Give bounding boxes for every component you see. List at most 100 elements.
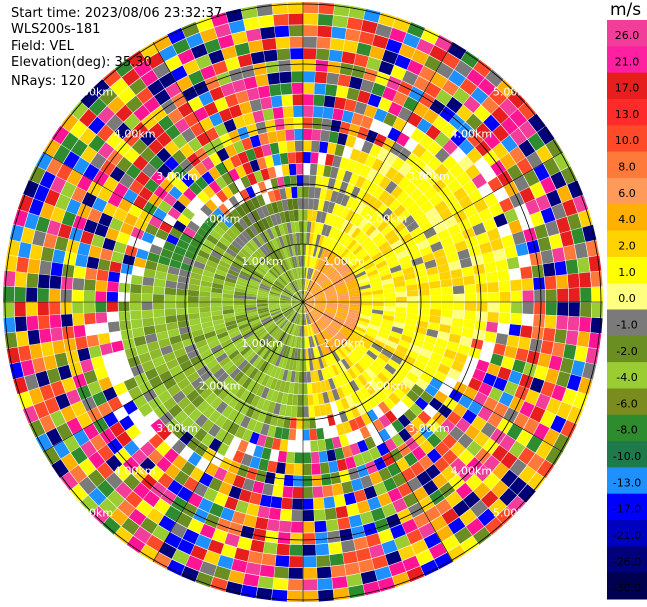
range-gate-cell bbox=[380, 367, 393, 380]
range-gate-cell bbox=[275, 37, 290, 49]
range-gate-cell bbox=[131, 121, 149, 139]
range-gate-cell bbox=[136, 87, 154, 104]
range-gate-cell bbox=[368, 247, 381, 258]
range-gate-cell bbox=[270, 267, 280, 278]
range-gate-cell bbox=[303, 244, 306, 256]
range-gate-cell bbox=[349, 304, 361, 308]
range-gate-cell bbox=[298, 337, 302, 349]
range-gate-cell bbox=[350, 261, 362, 271]
range-gate-cell bbox=[316, 274, 325, 284]
range-gate-cell bbox=[346, 316, 358, 323]
range-gate-cell bbox=[303, 302, 306, 314]
range-gate-cell bbox=[176, 295, 188, 302]
range-gate-cell bbox=[298, 371, 303, 383]
range-gate-cell bbox=[287, 311, 296, 320]
range-gate-cell bbox=[367, 496, 382, 511]
range-gate-cell bbox=[60, 181, 77, 199]
range-gate-cell bbox=[187, 167, 201, 182]
range-gate-cell bbox=[566, 374, 582, 392]
range-gate-cell bbox=[95, 312, 108, 324]
range-gate-cell bbox=[241, 230, 252, 242]
range-gate-cell bbox=[384, 302, 396, 307]
range-gate-cell bbox=[235, 90, 250, 104]
range-gate-cell bbox=[304, 314, 307, 325]
range-gate-cell bbox=[314, 222, 320, 234]
range-gate-cell bbox=[426, 266, 439, 276]
range-gate-cell bbox=[240, 202, 251, 215]
range-gate-cell bbox=[261, 38, 277, 51]
range-gate-cell bbox=[319, 260, 327, 272]
range-gate-cell bbox=[522, 302, 534, 315]
range-gate-cell bbox=[70, 101, 89, 120]
range-gate-cell bbox=[257, 505, 271, 519]
azimuth-spoke bbox=[302, 301, 454, 562]
range-gate-cell bbox=[269, 84, 282, 97]
range-gate-cell bbox=[508, 440, 526, 458]
range-gate-cell bbox=[297, 186, 303, 198]
range-gate-cell bbox=[303, 567, 318, 579]
range-gate-cell bbox=[472, 368, 486, 382]
range-gate-cell bbox=[378, 60, 394, 76]
range-gate-cell bbox=[249, 98, 263, 112]
range-gate-cell bbox=[268, 298, 280, 301]
range-gate-cell bbox=[515, 242, 529, 257]
range-gate-cell bbox=[245, 562, 261, 576]
range-gate-cell bbox=[265, 322, 276, 331]
range-gate-cell bbox=[240, 415, 251, 429]
range-gate-cell bbox=[322, 200, 330, 213]
range-gate-cell bbox=[418, 288, 430, 296]
range-gate-cell bbox=[308, 256, 313, 268]
range-gate-cell bbox=[473, 431, 490, 448]
range-gate-cell bbox=[292, 94, 303, 106]
range-gate-cell bbox=[223, 312, 235, 319]
range-gate-cell bbox=[66, 239, 80, 254]
range-gate-cell bbox=[267, 425, 277, 438]
range-gate-cell bbox=[211, 310, 223, 317]
range-gate-cell bbox=[339, 372, 349, 385]
range-gate-cell bbox=[274, 314, 284, 323]
range-gate-cell bbox=[17, 391, 33, 410]
range-gate-cell bbox=[360, 287, 372, 293]
range-gate-cell bbox=[181, 207, 195, 221]
range-gate-cell bbox=[324, 225, 332, 237]
range-gate-cell bbox=[454, 240, 468, 252]
range-gate-cell bbox=[187, 244, 200, 255]
range-gate-cell bbox=[540, 340, 554, 355]
range-gate-cell bbox=[434, 200, 449, 214]
range-gate-cell bbox=[269, 378, 278, 390]
range-gate-cell bbox=[206, 358, 219, 370]
range-gate-cell bbox=[579, 317, 591, 333]
range-gate-cell bbox=[377, 220, 389, 233]
range-gate-cell bbox=[228, 129, 241, 144]
range-gate-cell bbox=[413, 233, 427, 245]
colorbar-swatch bbox=[607, 309, 647, 337]
range-gate-cell bbox=[304, 313, 308, 325]
range-gate-cell bbox=[295, 292, 303, 302]
range-gate-cell bbox=[332, 257, 342, 268]
range-gate-cell bbox=[312, 474, 322, 487]
range-gate-cell bbox=[326, 296, 338, 300]
range-gate-cell bbox=[382, 283, 395, 290]
range-gate-cell bbox=[228, 67, 244, 82]
range-gate-cell bbox=[480, 422, 497, 438]
range-gate-cell bbox=[158, 542, 177, 559]
range-gate-cell bbox=[454, 526, 473, 544]
range-gate-cell bbox=[453, 209, 468, 224]
range-gate-cell bbox=[418, 295, 430, 302]
range-gate-cell bbox=[60, 405, 77, 423]
range-gate-cell bbox=[481, 490, 499, 508]
range-gate-cell bbox=[57, 364, 72, 381]
range-gate-cell bbox=[361, 221, 373, 233]
range-gate-cell bbox=[44, 397, 60, 415]
range-gate-cell bbox=[303, 294, 313, 302]
range-gate-cell bbox=[388, 561, 406, 577]
range-gate-cell bbox=[149, 348, 163, 360]
range-gate-cell bbox=[363, 485, 378, 500]
range-gate-cell bbox=[80, 89, 99, 109]
range-gate-cell bbox=[422, 252, 435, 263]
range-gate-cell bbox=[441, 302, 453, 310]
azimuth-spoke bbox=[302, 42, 454, 303]
range-gate-cell bbox=[322, 281, 332, 290]
range-gate-cell bbox=[143, 96, 161, 113]
range-gate-cell bbox=[359, 340, 371, 350]
